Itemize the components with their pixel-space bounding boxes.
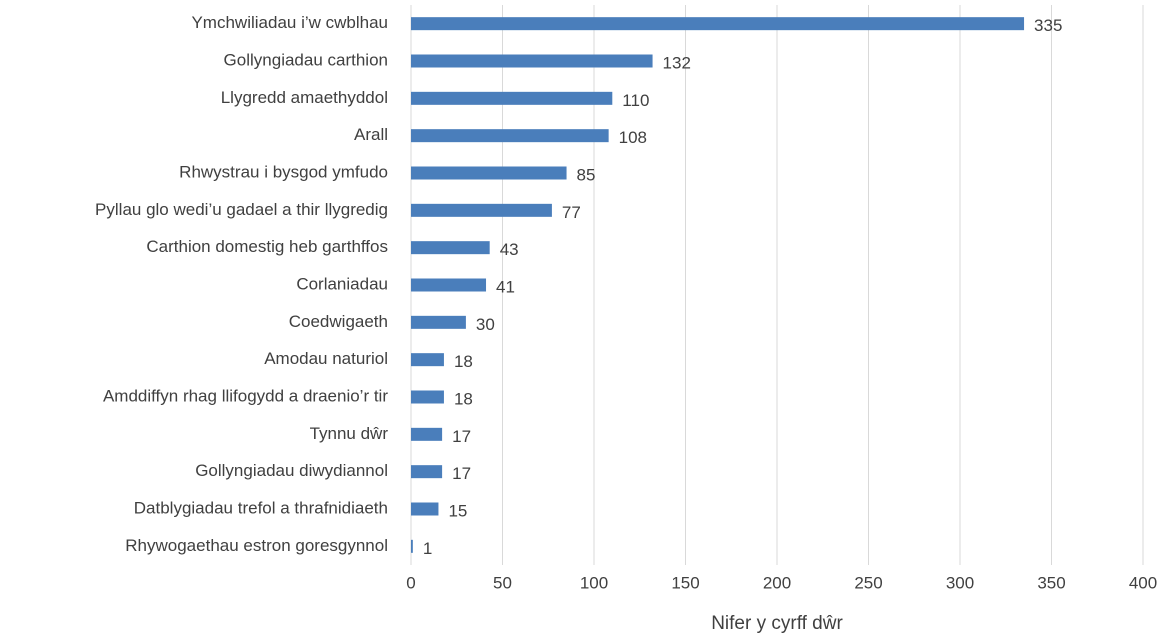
y-tick-label: Amddiffyn rhag llifogydd a draenio’r tir [103, 386, 388, 405]
x-tick-label: 0 [406, 573, 415, 592]
y-tick-label: Rhywogaethau estron goresgynnol [125, 536, 388, 555]
bar [411, 91, 613, 105]
data-label: 77 [562, 203, 581, 222]
y-tick-label: Gollyngiadau carthion [224, 50, 388, 69]
bar [411, 166, 567, 180]
bar [411, 278, 487, 292]
data-label: 18 [454, 389, 473, 408]
data-label: 335 [1034, 16, 1062, 35]
x-tick-label: 350 [1037, 573, 1065, 592]
data-label: 15 [448, 501, 467, 520]
bar [411, 203, 552, 217]
y-tick-label: Ymchwiliadau i’w cwblhau [191, 13, 388, 32]
y-tick-label: Pyllau glo wedi’u gadael a thir llygredi… [95, 200, 388, 219]
bar [411, 353, 444, 367]
data-label: 43 [500, 240, 519, 259]
x-tick-label: 300 [946, 573, 974, 592]
bar [411, 315, 466, 329]
bar [411, 502, 439, 516]
y-tick-label: Arall [354, 125, 388, 144]
data-label: 17 [452, 464, 471, 483]
x-tick-label: 50 [493, 573, 512, 592]
y-tick-label: Datblygiadau trefol a thrafnidiaeth [134, 498, 388, 517]
x-axis-title: Nifer y cyrff dŵr [711, 613, 843, 634]
data-label: 1 [423, 539, 432, 558]
y-tick-label: Tynnu dŵr [310, 424, 389, 443]
y-tick-label: Amodau naturiol [264, 349, 388, 368]
data-label: 30 [476, 315, 495, 334]
y-tick-label: Llygredd amaethyddol [221, 88, 388, 107]
bar [411, 129, 609, 143]
x-tick-label: 200 [763, 573, 791, 592]
bar [411, 427, 443, 441]
data-label: 41 [496, 277, 515, 296]
data-label: 132 [663, 53, 691, 72]
data-label: 85 [577, 165, 596, 184]
bar [411, 241, 490, 255]
y-tick-label: Coedwigaeth [289, 312, 388, 331]
x-tick-label: 250 [854, 573, 882, 592]
y-tick-label: Rhwystrau i bysgod ymfudo [179, 162, 388, 181]
x-tick-label: 150 [671, 573, 699, 592]
x-tick-label: 400 [1129, 573, 1157, 592]
data-label: 17 [452, 427, 471, 446]
bar [411, 17, 1025, 31]
y-tick-label: Carthion domestig heb garthffos [146, 237, 388, 256]
y-tick-label: Corlaniadau [296, 274, 388, 293]
data-label: 108 [619, 128, 647, 147]
data-label: 110 [622, 91, 649, 110]
bar [411, 390, 444, 404]
x-tick-label: 100 [580, 573, 608, 592]
y-tick-label: Gollyngiadau diwydiannol [195, 461, 388, 480]
data-label: 18 [454, 352, 473, 371]
bar [411, 54, 653, 68]
bar [411, 465, 443, 479]
bar [411, 539, 413, 553]
